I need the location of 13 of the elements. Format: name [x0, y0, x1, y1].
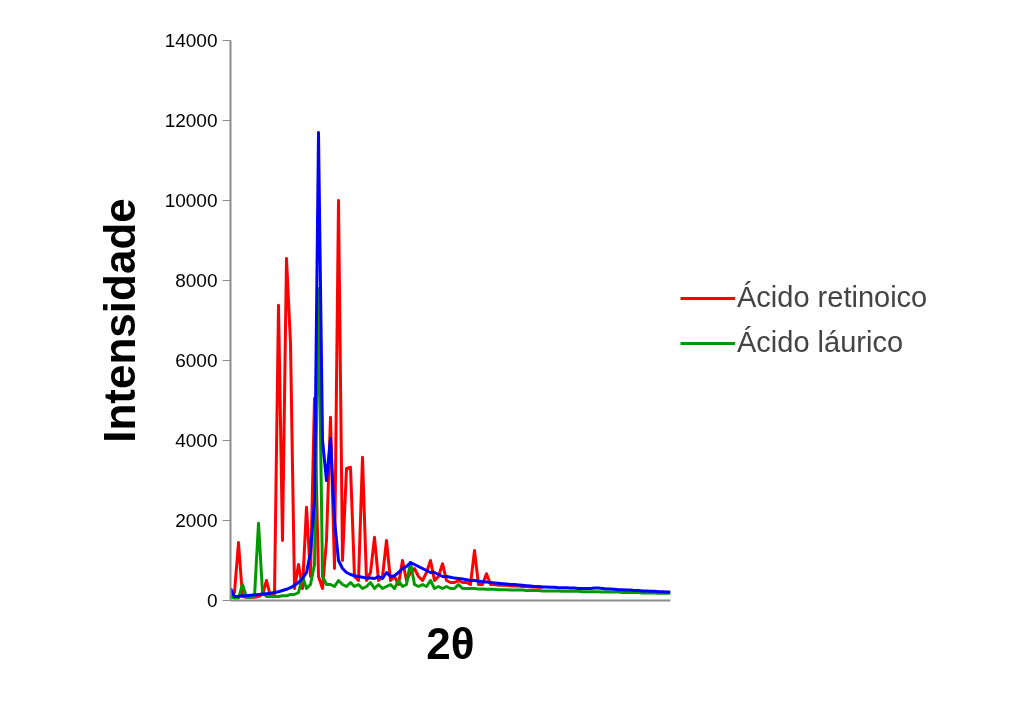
- line-series: [230, 131, 671, 598]
- y-tick-label: 0: [206, 590, 218, 611]
- y-tick-label: 12000: [164, 110, 218, 131]
- y-tick-label: 6000: [175, 350, 218, 371]
- y-axis-title: Intensidade: [94, 198, 144, 443]
- y-tick-label: 4000: [175, 430, 218, 451]
- y-tick-label: 14000: [164, 30, 218, 51]
- y-tick-label: 2000: [175, 510, 218, 531]
- legend-label: Ácido láurico: [737, 326, 904, 359]
- y-tick-label: 10000: [164, 190, 218, 211]
- legend-label: Ácido retinoico: [737, 281, 928, 314]
- x-axis-title: 2θ: [426, 618, 475, 668]
- y-tick-label: 8000: [175, 270, 218, 291]
